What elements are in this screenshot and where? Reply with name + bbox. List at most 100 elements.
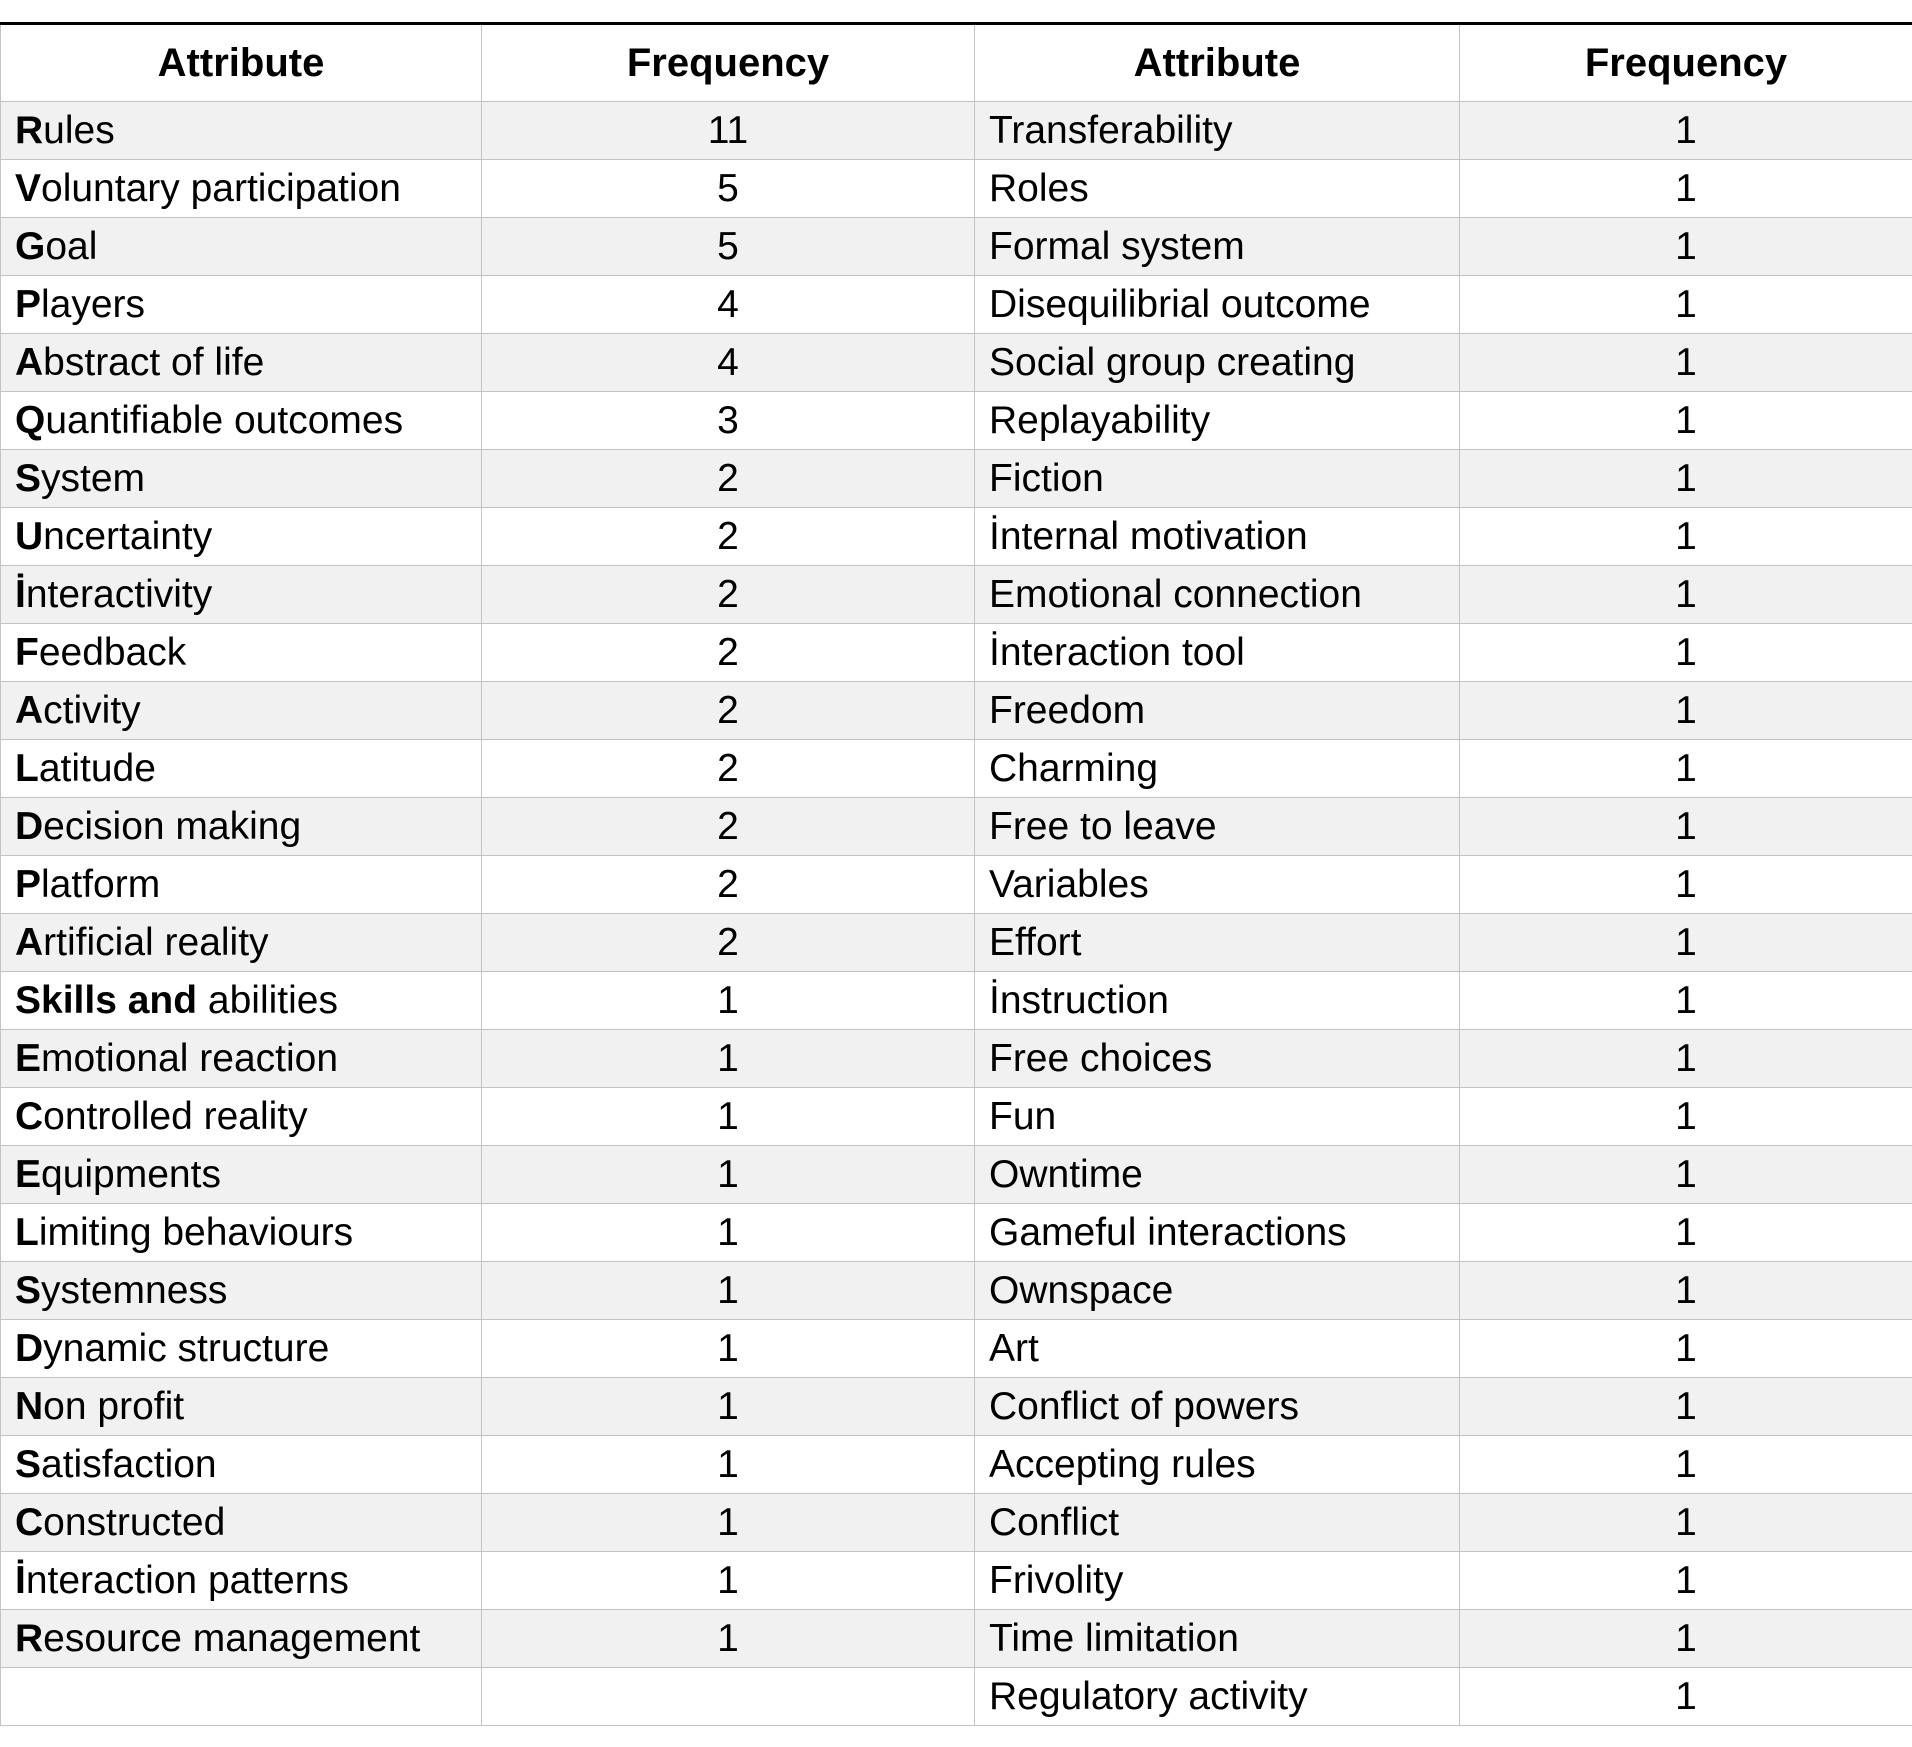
table-row: Voluntary participation 5 Roles 1 bbox=[0, 159, 1912, 218]
attribute-cell-left: Equipments bbox=[0, 1145, 482, 1204]
frequency-cell-left: 1 bbox=[481, 1319, 975, 1378]
table-row: Decision making 2 Free to leave 1 bbox=[0, 797, 1912, 856]
frequency-cell-left: 2 bbox=[481, 565, 975, 624]
frequency-cell-right: 1 bbox=[1459, 391, 1912, 450]
frequency-cell-left: 2 bbox=[481, 449, 975, 508]
frequency-cell-right: 1 bbox=[1459, 1493, 1912, 1552]
attribute-bold-lead: C bbox=[15, 1094, 44, 1138]
attribute-cell-right: Disequilibrial outcome bbox=[974, 275, 1460, 334]
attribute-cell-right: Freedom bbox=[974, 681, 1460, 740]
frequency-cell-left: 1 bbox=[481, 1551, 975, 1610]
attribute-cell-right: Social group creating bbox=[974, 333, 1460, 392]
attribute-cell-left: Limiting behaviours bbox=[0, 1203, 482, 1262]
attribute-cell-left: İnteractivity bbox=[0, 565, 482, 624]
attribute-bold-lead: P bbox=[15, 862, 42, 906]
attribute-cell-left: Artificial reality bbox=[0, 913, 482, 972]
frequency-cell-left: 2 bbox=[481, 507, 975, 566]
frequency-cell-right: 1 bbox=[1459, 1667, 1912, 1726]
attribute-cell-right: Time limitation bbox=[974, 1609, 1460, 1668]
table-row: Equipments 1 Owntime 1 bbox=[0, 1145, 1912, 1204]
frequency-cell-right: 1 bbox=[1459, 1029, 1912, 1088]
frequency-cell-left: 2 bbox=[481, 681, 975, 740]
attribute-cell-right: Conflict of powers bbox=[974, 1377, 1460, 1436]
table-row: Resource management 1 Time limitation 1 bbox=[0, 1609, 1912, 1668]
attribute-cell-left: Rules bbox=[0, 101, 482, 160]
attribute-frequency-table: Attribute Frequency Attribute Frequency … bbox=[0, 22, 1912, 1726]
frequency-cell-left: 1 bbox=[481, 1609, 975, 1668]
frequency-cell-left: 5 bbox=[481, 159, 975, 218]
table-row: Artificial reality 2 Effort 1 bbox=[0, 913, 1912, 972]
attribute-bold-lead: C bbox=[15, 1500, 44, 1544]
table-row: Latitude 2 Charming 1 bbox=[0, 739, 1912, 798]
attribute-cell-right: İnternal motivation bbox=[974, 507, 1460, 566]
table-row: Quantifiable outcomes 3 Replayability 1 bbox=[0, 391, 1912, 450]
attribute-cell-left bbox=[0, 1667, 482, 1726]
attribute-cell-left: Quantifiable outcomes bbox=[0, 391, 482, 450]
attribute-cell-right: Fiction bbox=[974, 449, 1460, 508]
attribute-cell-left: Voluntary participation bbox=[0, 159, 482, 218]
frequency-cell-left: 1 bbox=[481, 1029, 975, 1088]
attribute-cell-right: Accepting rules bbox=[974, 1435, 1460, 1494]
header-attribute-left: Attribute bbox=[0, 23, 482, 102]
attribute-cell-right: Effort bbox=[974, 913, 1460, 972]
table-row: Goal 5 Formal system 1 bbox=[0, 217, 1912, 276]
attribute-cell-left: Emotional reaction bbox=[0, 1029, 482, 1088]
attribute-cell-right: Formal system bbox=[974, 217, 1460, 276]
frequency-cell-left: 1 bbox=[481, 1435, 975, 1494]
table-row: Uncertainty 2 İnternal motivation 1 bbox=[0, 507, 1912, 566]
attribute-cell-right: Conflict bbox=[974, 1493, 1460, 1552]
header-frequency-right: Frequency bbox=[1459, 23, 1912, 102]
frequency-cell-right: 1 bbox=[1459, 449, 1912, 508]
table-row: Emotional reaction 1 Free choices 1 bbox=[0, 1029, 1912, 1088]
attribute-bold-lead: E bbox=[15, 1036, 42, 1080]
frequency-cell-right: 1 bbox=[1459, 159, 1912, 218]
table-row: Feedback 2 İnteraction tool 1 bbox=[0, 623, 1912, 682]
attribute-cell-left: Systemness bbox=[0, 1261, 482, 1320]
attribute-cell-right: İnstruction bbox=[974, 971, 1460, 1030]
table-row: İnteraction patterns 1 Frivolity 1 bbox=[0, 1551, 1912, 1610]
attribute-cell-right: Roles bbox=[974, 159, 1460, 218]
table-row: Controlled reality 1 Fun 1 bbox=[0, 1087, 1912, 1146]
frequency-cell-left: 11 bbox=[481, 101, 975, 160]
attribute-bold-lead: İ bbox=[15, 1558, 26, 1602]
attribute-cell-left: Constructed bbox=[0, 1493, 482, 1552]
attribute-bold-lead: N bbox=[15, 1384, 44, 1428]
frequency-cell-left: 4 bbox=[481, 333, 975, 392]
attribute-cell-left: Non profit bbox=[0, 1377, 482, 1436]
frequency-cell-right: 1 bbox=[1459, 1435, 1912, 1494]
frequency-cell-left: 1 bbox=[481, 1377, 975, 1436]
table-row: Skills and abilities 1 İnstruction 1 bbox=[0, 971, 1912, 1030]
attribute-cell-left: System bbox=[0, 449, 482, 508]
attribute-cell-right: Replayability bbox=[974, 391, 1460, 450]
attribute-cell-right: Charming bbox=[974, 739, 1460, 798]
frequency-cell-left bbox=[481, 1667, 975, 1726]
frequency-cell-right: 1 bbox=[1459, 217, 1912, 276]
frequency-cell-right: 1 bbox=[1459, 333, 1912, 392]
attribute-bold-lead: S bbox=[15, 1442, 42, 1486]
attribute-cell-left: Skills and abilities bbox=[0, 971, 482, 1030]
attribute-cell-left: Abstract of life bbox=[0, 333, 482, 392]
table-row: İnteractivity 2 Emotional connection 1 bbox=[0, 565, 1912, 624]
table-row: System 2 Fiction 1 bbox=[0, 449, 1912, 508]
attribute-bold-lead: L bbox=[15, 746, 39, 790]
frequency-cell-left: 3 bbox=[481, 391, 975, 450]
attribute-cell-left: Decision making bbox=[0, 797, 482, 856]
table-row: Systemness 1 Ownspace 1 bbox=[0, 1261, 1912, 1320]
table-row: Limiting behaviours 1 Gameful interactions… bbox=[0, 1203, 1912, 1262]
frequency-cell-left: 1 bbox=[481, 1145, 975, 1204]
frequency-cell-right: 1 bbox=[1459, 971, 1912, 1030]
attribute-bold-lead: U bbox=[15, 514, 44, 558]
frequency-cell-right: 1 bbox=[1459, 681, 1912, 740]
frequency-cell-left: 1 bbox=[481, 1087, 975, 1146]
frequency-cell-left: 2 bbox=[481, 855, 975, 914]
header-row: Attribute Frequency Attribute Frequency bbox=[0, 23, 1912, 102]
frequency-cell-right: 1 bbox=[1459, 1551, 1912, 1610]
frequency-cell-left: 1 bbox=[481, 1203, 975, 1262]
attribute-bold-lead: S bbox=[15, 456, 42, 500]
frequency-cell-left: 1 bbox=[481, 1261, 975, 1320]
frequency-cell-right: 1 bbox=[1459, 739, 1912, 798]
attribute-cell-right: Art bbox=[974, 1319, 1460, 1378]
attribute-cell-right: Regulatory activity bbox=[974, 1667, 1460, 1726]
attribute-cell-right: Free to leave bbox=[974, 797, 1460, 856]
